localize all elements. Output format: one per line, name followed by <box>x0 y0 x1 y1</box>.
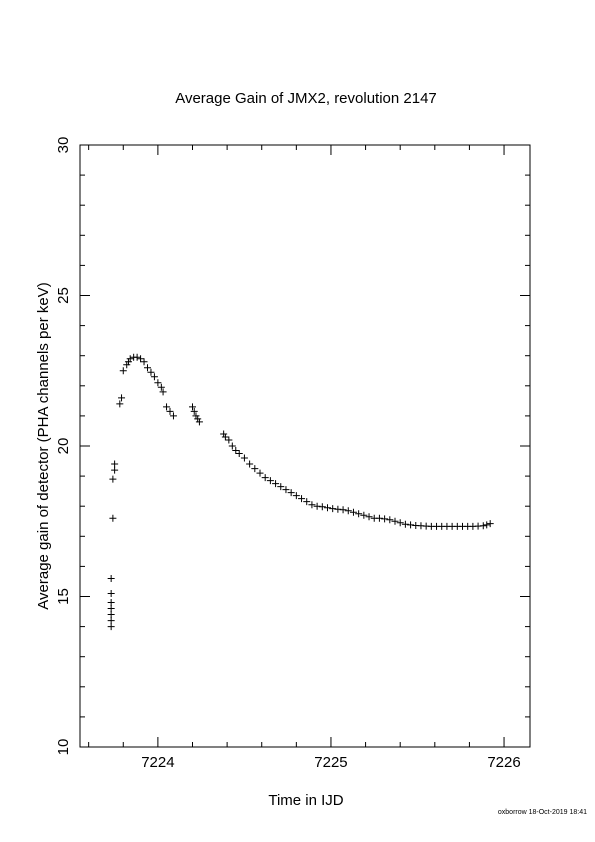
data-point <box>154 379 162 387</box>
data-point <box>107 605 115 613</box>
axis-tick-labels: 7224 7225 7226 10 15 20 25 30 <box>55 137 521 771</box>
data-point <box>116 400 124 408</box>
data-point <box>221 433 229 441</box>
data-point <box>401 520 409 528</box>
data-point <box>150 373 158 381</box>
data-point <box>324 504 331 512</box>
x-tick-label: 7224 <box>141 754 174 771</box>
data-point <box>308 501 316 509</box>
data-point <box>109 514 117 522</box>
data-point <box>240 454 248 462</box>
data-point <box>107 611 115 619</box>
data-point <box>118 394 126 402</box>
footer-credit: oxborrow 18-Oct-2019 18:41 <box>497 809 587 816</box>
data-point <box>251 465 259 473</box>
data-point <box>375 514 383 522</box>
data-point <box>163 403 171 411</box>
data-point <box>107 574 115 582</box>
data-point <box>246 460 254 468</box>
x-tick-label: 7226 <box>487 754 520 771</box>
data-point <box>124 358 132 366</box>
y-tick-label: 15 <box>55 588 72 605</box>
data-point <box>334 505 342 513</box>
y-tick-label: 25 <box>55 287 72 304</box>
data-point <box>483 521 491 529</box>
data-point <box>137 355 145 363</box>
x-axis-label: Time in IJD <box>268 792 343 809</box>
data-point <box>109 475 117 483</box>
data-point <box>111 466 119 474</box>
data-point <box>111 460 119 468</box>
data-point <box>107 623 115 631</box>
data-point <box>147 368 155 376</box>
data-points <box>107 353 494 631</box>
data-point <box>144 364 151 372</box>
data-point <box>344 507 352 515</box>
data-point <box>381 515 389 523</box>
data-point <box>486 520 494 528</box>
data-point <box>396 519 404 527</box>
data-point <box>355 510 363 518</box>
data-point <box>339 506 347 514</box>
y-tick-label: 30 <box>55 137 72 154</box>
data-point <box>194 415 202 423</box>
data-point <box>159 388 167 396</box>
data-point <box>189 403 196 411</box>
data-point <box>365 513 373 521</box>
data-point <box>195 418 203 426</box>
data-point <box>107 589 115 597</box>
data-point <box>303 498 311 506</box>
data-point <box>407 521 415 529</box>
data-point <box>119 367 127 375</box>
axis-ticks <box>80 144 530 748</box>
data-point <box>190 407 198 415</box>
data-point <box>220 430 228 438</box>
data-point <box>235 450 243 458</box>
data-point <box>261 474 269 482</box>
data-point <box>360 511 368 519</box>
data-point <box>318 503 326 511</box>
data-point <box>386 516 394 524</box>
data-point <box>228 442 236 450</box>
y-tick-label: 20 <box>55 438 72 455</box>
data-point <box>225 436 233 444</box>
data-point <box>298 495 306 503</box>
data-point <box>479 522 487 530</box>
data-point <box>232 447 240 455</box>
data-point <box>192 412 200 420</box>
data-point <box>329 505 337 513</box>
data-point <box>287 489 295 497</box>
y-axis-label: Average gain of detector (PHA channels p… <box>35 282 52 609</box>
data-point <box>140 358 148 366</box>
plot-frame <box>79 144 531 748</box>
chart-title: Average Gain of JMX2, revolution 2147 <box>175 90 437 107</box>
data-point <box>391 517 399 525</box>
data-point <box>133 353 141 361</box>
data-point <box>107 617 115 625</box>
data-point <box>313 502 321 510</box>
data-point <box>157 383 165 391</box>
data-point <box>107 599 115 607</box>
data-point <box>282 486 290 494</box>
data-point <box>349 508 357 516</box>
data-point <box>266 477 274 485</box>
data-point <box>123 361 131 369</box>
data-point <box>169 412 177 420</box>
data-point <box>166 407 174 415</box>
data-point <box>292 492 300 500</box>
data-point <box>126 355 134 363</box>
data-point <box>277 483 285 491</box>
x-tick-label: 7225 <box>314 754 347 771</box>
data-point <box>256 469 264 477</box>
y-tick-label: 10 <box>55 739 72 756</box>
data-point <box>272 480 280 488</box>
